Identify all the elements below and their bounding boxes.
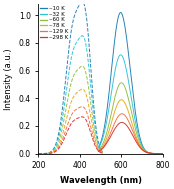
Legend: ‒10 K, ‒32 K, ‒60 K, ‒78 K, ‒129 K, ‒298 K: ‒10 K, ‒32 K, ‒60 K, ‒78 K, ‒129 K, ‒298… [40, 5, 69, 41]
X-axis label: Wavelength (nm): Wavelength (nm) [60, 176, 141, 185]
Y-axis label: Intensity (a.u.): Intensity (a.u.) [4, 48, 13, 110]
